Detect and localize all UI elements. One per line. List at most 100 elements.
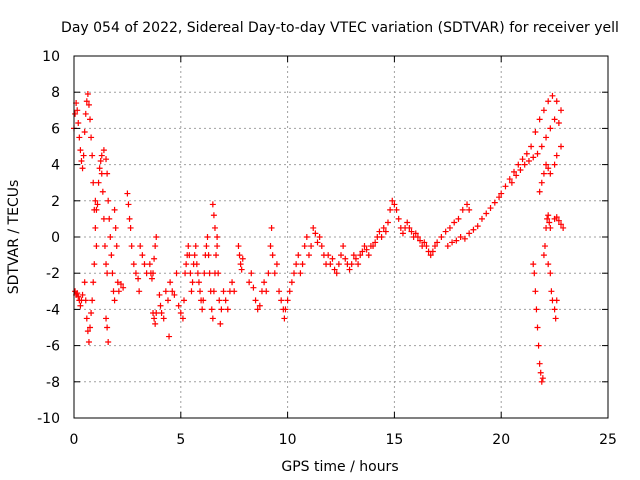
data-point-marker: [210, 288, 217, 295]
data-point-marker: [72, 110, 79, 117]
data-point-marker: [265, 270, 272, 277]
data-point-marker: [538, 378, 545, 385]
data-point-marker: [299, 261, 306, 268]
data-point-marker: [530, 154, 537, 161]
data-point-marker: [427, 252, 434, 259]
data-point-marker: [303, 234, 310, 240]
data-point-marker: [487, 205, 494, 212]
y-tick-label: 8: [51, 85, 60, 101]
data-point-marker: [338, 252, 344, 259]
data-point-marker: [546, 219, 553, 226]
data-point-marker: [124, 190, 131, 197]
data-point-marker: [120, 284, 127, 291]
data-point-marker: [389, 197, 396, 204]
data-point-marker: [139, 252, 146, 259]
data-point-marker: [558, 221, 565, 228]
data-point-marker: [200, 297, 207, 304]
data-point-marker: [376, 228, 383, 235]
data-point-marker: [305, 252, 312, 259]
data-point-marker: [355, 261, 362, 268]
data-point-marker: [217, 320, 224, 327]
data-point-marker: [491, 199, 498, 206]
data-point-marker: [109, 270, 116, 277]
data-point-marker: [151, 255, 158, 262]
x-tick-label: 25: [599, 432, 617, 448]
data-point-marker: [263, 288, 270, 295]
data-point-marker: [83, 315, 90, 322]
data-point-marker: [111, 206, 118, 213]
data-point-marker: [93, 243, 100, 250]
data-point-marker: [186, 252, 193, 259]
data-point-marker: [316, 234, 323, 240]
x-tick-label: 5: [176, 432, 185, 448]
y-tick-label: -10: [37, 411, 60, 427]
data-point-marker: [461, 235, 468, 242]
data-point-marker: [444, 243, 451, 250]
data-point-marker: [90, 279, 97, 286]
data-point-marker: [293, 261, 300, 268]
data-point-marker: [531, 270, 538, 277]
y-tick-label: 2: [51, 194, 60, 210]
data-point-marker: [158, 310, 165, 317]
data-point-marker: [350, 252, 357, 259]
data-point-marker: [553, 297, 560, 304]
data-point-marker: [77, 147, 84, 154]
data-point-marker: [541, 243, 548, 250]
data-point-marker: [235, 243, 242, 250]
data-point-marker: [92, 224, 99, 231]
data-point-marker: [538, 179, 545, 186]
data-point-marker: [171, 291, 178, 298]
data-point-marker: [545, 261, 552, 268]
data-point-marker: [231, 288, 238, 295]
data-point-marker: [153, 234, 160, 240]
data-point-marker: [459, 206, 466, 213]
data-point-marker: [543, 134, 550, 141]
data-point-marker: [551, 161, 558, 168]
data-point-marker: [103, 156, 110, 163]
data-point-marker: [177, 310, 184, 317]
data-point-marker: [312, 230, 319, 237]
data-point-marker: [197, 288, 204, 295]
x-tick-label: 10: [279, 432, 297, 448]
data-point-marker: [429, 248, 436, 255]
data-point-marker: [284, 297, 291, 304]
data-point-marker: [261, 279, 268, 286]
data-point-marker: [357, 252, 364, 259]
data-point-marker: [340, 243, 347, 250]
data-point-marker: [93, 206, 100, 213]
data-point-marker: [246, 279, 253, 286]
data-point-marker: [281, 315, 288, 322]
data-point-marker: [543, 161, 550, 168]
data-point-marker: [539, 375, 546, 382]
data-point-marker: [84, 91, 91, 98]
x-axis-label: GPS time / hours: [281, 459, 398, 475]
x-axis-ticks: 0 5 10 15 20 25: [70, 56, 617, 448]
data-point-marker: [268, 224, 275, 231]
data-point-marker: [370, 243, 377, 250]
data-point-marker: [560, 224, 567, 231]
data-point-marker: [185, 243, 192, 250]
data-point-marker: [282, 306, 289, 313]
data-point-marker: [84, 328, 91, 335]
data-point-marker: [146, 261, 153, 268]
data-point-marker: [150, 270, 157, 277]
y-tick-label: -2: [46, 266, 60, 282]
y-tick-label: 0: [51, 230, 60, 246]
data-point-marker: [100, 147, 107, 154]
data-point-marker: [156, 291, 163, 298]
data-point-marker: [530, 261, 537, 268]
data-point-marker: [204, 234, 211, 240]
data-point-marker: [141, 261, 148, 268]
data-point-marker: [449, 239, 456, 246]
data-point-marker: [98, 170, 105, 177]
data-point-marker: [224, 306, 231, 313]
data-point-marker: [558, 143, 565, 150]
data-point-marker: [220, 288, 227, 295]
data-point-marker: [80, 152, 87, 159]
data-point-marker: [90, 179, 97, 186]
data-point-marker: [318, 243, 325, 250]
data-point-marker: [412, 230, 419, 237]
x-tick-label: 0: [70, 432, 79, 448]
data-point-marker: [496, 194, 503, 201]
data-point-marker: [346, 266, 353, 273]
